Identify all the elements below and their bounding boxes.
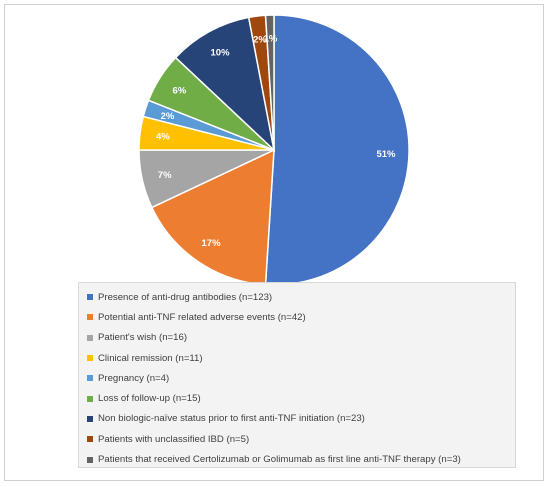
legend-label-4: Pregnancy (n=4)	[98, 372, 170, 384]
legend-label-3: Clinical remission (n=11)	[98, 352, 203, 364]
slice-data-label-0: 51%	[376, 149, 396, 160]
slice-data-label-4: 2%	[161, 111, 175, 122]
legend-label-8: Patients that received Certolizumab or G…	[98, 454, 461, 466]
pie-slice-0	[264, 14, 410, 286]
legend-label-6: Non biologic-naïve status prior to first…	[98, 413, 365, 425]
legend-item-7: Patients with unclassified IBD (n=5)	[87, 429, 515, 449]
slice-data-label-8: 1%	[264, 34, 278, 45]
legend-swatch-0	[87, 294, 93, 301]
legend-label-5: Loss of follow-up (n=15)	[98, 393, 201, 405]
slice-data-label-6: 10%	[211, 47, 231, 58]
legend-swatch-6	[87, 415, 93, 422]
legend-swatch-4	[87, 375, 93, 382]
legend-item-2: Patient's wish (n=16)	[87, 328, 515, 348]
legend-swatch-7	[87, 436, 93, 443]
legend-swatch-2	[87, 334, 93, 341]
legend-item-5: Loss of follow-up (n=15)	[87, 388, 515, 408]
legend-item-0: Presence of anti-drug antibodies (n=123)	[87, 287, 515, 307]
pie-slice-6	[174, 16, 276, 153]
slice-data-label-5: 6%	[173, 85, 187, 96]
legend-item-6: Non biologic-naïve status prior to first…	[87, 409, 515, 429]
chart-legend: Presence of anti-drug antibodies (n=123)…	[78, 282, 516, 468]
legend-label-2: Patient's wish (n=16)	[98, 332, 188, 344]
pie-chart: 51%17%7%4%2%6%10%2%1%	[138, 14, 410, 286]
legend-item-4: Pregnancy (n=4)	[87, 368, 515, 388]
legend-item-8: Patients that received Certolizumab or G…	[87, 449, 515, 469]
slice-data-label-7: 2%	[253, 34, 267, 45]
legend-item-3: Clinical remission (n=11)	[87, 348, 515, 368]
legend-swatch-5	[87, 395, 93, 402]
legend-label-7: Patients with unclassified IBD (n=5)	[98, 433, 250, 445]
legend-swatch-8	[87, 456, 93, 463]
legend-swatch-1	[87, 314, 93, 321]
slice-data-label-2: 7%	[158, 170, 172, 181]
legend-label-1: Potential anti-TNF related adverse event…	[98, 311, 306, 323]
legend-swatch-3	[87, 355, 93, 362]
pie-slice-8	[264, 14, 275, 151]
slice-data-label-1: 17%	[202, 238, 222, 249]
legend-label-0: Presence of anti-drug antibodies (n=123)	[98, 291, 273, 303]
slice-data-label-3: 4%	[156, 131, 170, 142]
legend-item-1: Potential anti-TNF related adverse event…	[87, 307, 515, 327]
